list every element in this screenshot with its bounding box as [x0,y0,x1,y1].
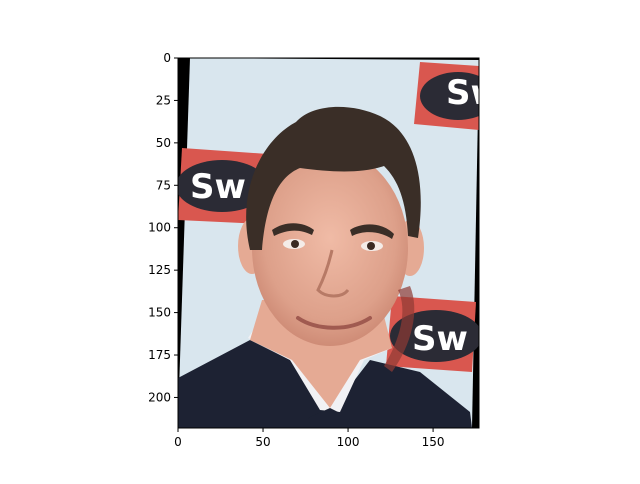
x-tick-label: 150 [422,435,445,449]
y-tick-label: 150 [148,306,171,320]
y-axis: 0 25 50 75 100 125 150 175 200 [148,51,178,404]
y-tick-label: 75 [156,178,171,192]
y-tick-label: 175 [148,348,171,362]
face [252,150,408,346]
y-tick-label: 25 [156,93,171,107]
tie [308,408,350,428]
y-tick-label: 100 [148,221,171,235]
shadow [384,286,415,372]
nose [316,249,350,298]
photo: Sw Sw Sw [178,58,502,428]
hair [246,106,421,250]
y-tick-label: 50 [156,136,171,150]
mouth [296,316,372,330]
sign-top-right: Sw [414,62,502,130]
y-tick-label: 200 [148,390,171,404]
axes-frame [177,57,480,429]
sign-left: Sw [178,148,268,224]
left-eyebrow [272,223,314,236]
sign-text: Sw [446,73,502,113]
right-eyebrow [350,224,394,239]
y-tick-label: 0 [163,51,171,65]
x-tick-label: 50 [255,435,270,449]
suit [178,340,472,428]
x-tick-label: 0 [174,435,182,449]
sign-text: Sw [412,319,468,359]
y-tick-label: 125 [148,263,171,277]
x-axis: 0 50 100 150 [174,428,445,449]
sign-text: Sw [190,167,246,207]
x-tick-label: 100 [337,435,360,449]
